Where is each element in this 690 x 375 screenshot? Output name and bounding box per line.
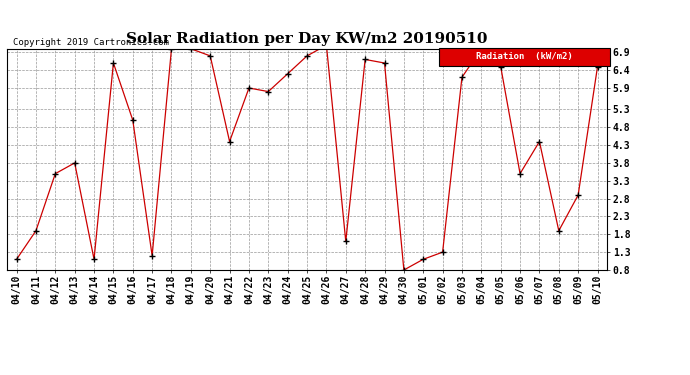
Text: Copyright 2019 Cartronics.com: Copyright 2019 Cartronics.com	[13, 38, 169, 46]
Title: Solar Radiation per Day KW/m2 20190510: Solar Radiation per Day KW/m2 20190510	[126, 32, 488, 46]
Text: Radiation  (kW/m2): Radiation (kW/m2)	[476, 53, 573, 62]
FancyBboxPatch shape	[439, 48, 610, 66]
